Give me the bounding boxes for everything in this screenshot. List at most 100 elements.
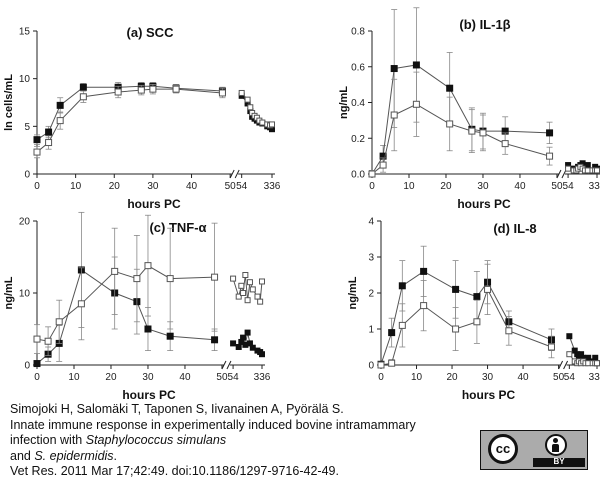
data-point-open: [246, 279, 253, 286]
x-tick-label: 336: [264, 181, 281, 192]
data-point-filled: [452, 285, 460, 293]
x-tick-label: 10: [68, 372, 80, 383]
x-tick-label: 30: [477, 181, 489, 192]
chart-title: (a) SCC: [127, 25, 175, 40]
data-point-open: [211, 273, 219, 281]
data-point-filled: [56, 101, 64, 109]
data-point-open: [45, 139, 53, 147]
cc-by-license-badge[interactable]: cc BY: [480, 430, 588, 470]
data-point-filled: [230, 340, 237, 347]
data-point-open: [566, 351, 573, 358]
data-point-open: [137, 86, 145, 94]
citation: Simojoki H, Salomäki T, Taponen S, Iivan…: [10, 402, 480, 480]
axis-break-mark: [234, 169, 240, 179]
citation-text: infection with: [10, 433, 86, 447]
citation-title-line: Innate immune response in experimentally…: [10, 417, 416, 432]
y-axis-label: ln cells/mL: [3, 74, 15, 131]
y-tick-label: 0: [24, 170, 30, 181]
data-point-open: [114, 88, 122, 96]
data-point-open: [166, 275, 174, 283]
x-tick-label: 0: [378, 372, 384, 383]
y-tick-label: 1: [368, 325, 374, 336]
y-tick-label: 15: [19, 27, 31, 38]
x-tick-label: 336: [589, 372, 600, 383]
data-point-open: [565, 165, 572, 172]
y-tick-label: 4: [368, 217, 374, 228]
x-tick-label: 0: [34, 181, 40, 192]
data-point-filled: [240, 334, 247, 341]
data-point-filled: [412, 61, 420, 69]
chart-title: (d) IL-8: [493, 221, 536, 236]
y-axis-label: ng/mL: [338, 86, 350, 119]
data-point-open: [259, 278, 265, 285]
chart-title: (c) TNF-α: [149, 220, 206, 235]
data-point-open: [240, 290, 247, 296]
data-point-open: [368, 170, 376, 178]
data-point-open: [379, 161, 387, 169]
x-tick-label: 20: [440, 181, 452, 192]
data-point-open: [452, 325, 460, 333]
data-point-open: [254, 293, 261, 300]
data-point-filled: [592, 354, 599, 361]
data-point-open: [420, 302, 428, 310]
attribution-icon-head: [553, 438, 558, 443]
data-point-open: [56, 117, 64, 125]
citation-text: .: [113, 448, 118, 463]
data-point-open: [249, 286, 256, 293]
y-tick-label: 0.0: [351, 170, 365, 181]
by-label: BY: [553, 457, 565, 466]
x-axis-label: hours PC: [457, 197, 511, 211]
y-axis-label: ng/mL: [347, 276, 359, 309]
cc-icon: cc: [488, 434, 518, 464]
y-tick-label: 0.4: [351, 98, 365, 109]
x-tick-label: 54: [236, 181, 248, 192]
data-point-open: [244, 297, 251, 304]
cc-logo: cc: [481, 431, 529, 469]
x-tick-label: 50: [216, 372, 228, 383]
citation-journal: Vet Res. 2011 Mar 17;42:49. doi:10.1186/…: [10, 464, 339, 478]
y-tick-label: 3: [368, 253, 374, 264]
x-tick-label: 0: [34, 372, 40, 383]
data-point-open: [388, 359, 396, 367]
citation-title-line: and S. epidermidis.: [10, 449, 480, 465]
x-tick-label: 10: [403, 181, 415, 192]
axis-break-mark: [221, 360, 227, 370]
series-line: [36, 269, 215, 364]
data-point-open: [238, 89, 245, 96]
x-tick-label: 50: [551, 181, 563, 192]
x-tick-label: 50: [225, 181, 237, 192]
data-point-open: [33, 335, 41, 343]
data-point-open: [390, 111, 398, 119]
x-tick-label: 54: [563, 181, 575, 192]
data-point-open: [546, 152, 554, 160]
data-point-open: [412, 100, 420, 108]
x-tick-label: 336: [589, 181, 600, 192]
data-point-open: [244, 96, 251, 103]
axis-break-mark: [563, 360, 569, 370]
x-tick-label: 0: [369, 181, 375, 192]
data-point-open: [473, 318, 481, 326]
data-point-filled: [166, 332, 174, 340]
y-tick-label: 0: [368, 361, 374, 372]
x-tick-label: 50: [553, 372, 565, 383]
y-tick-label: 10: [19, 74, 31, 85]
data-point-open: [468, 127, 476, 135]
x-axis-label: hours PC: [122, 388, 176, 400]
axis-break-mark: [558, 360, 564, 370]
data-point-filled: [390, 65, 398, 73]
data-point-filled: [546, 129, 554, 137]
data-point-open: [594, 360, 600, 367]
data-point-open: [218, 89, 226, 97]
citation-authors: Simojoki H, Salomäki T, Taponen S, Iivan…: [10, 402, 344, 416]
y-axis-label: ng/mL: [3, 276, 15, 309]
x-tick-label: 10: [411, 372, 423, 383]
y-tick-label: 0: [24, 361, 30, 372]
x-tick-label: 54: [228, 372, 240, 383]
data-point-filled: [446, 84, 454, 92]
x-tick-label: 30: [142, 372, 154, 383]
series-line: [380, 288, 552, 366]
axis-break-mark: [226, 360, 232, 370]
by-strip: [533, 458, 585, 467]
data-point-open: [479, 129, 487, 137]
